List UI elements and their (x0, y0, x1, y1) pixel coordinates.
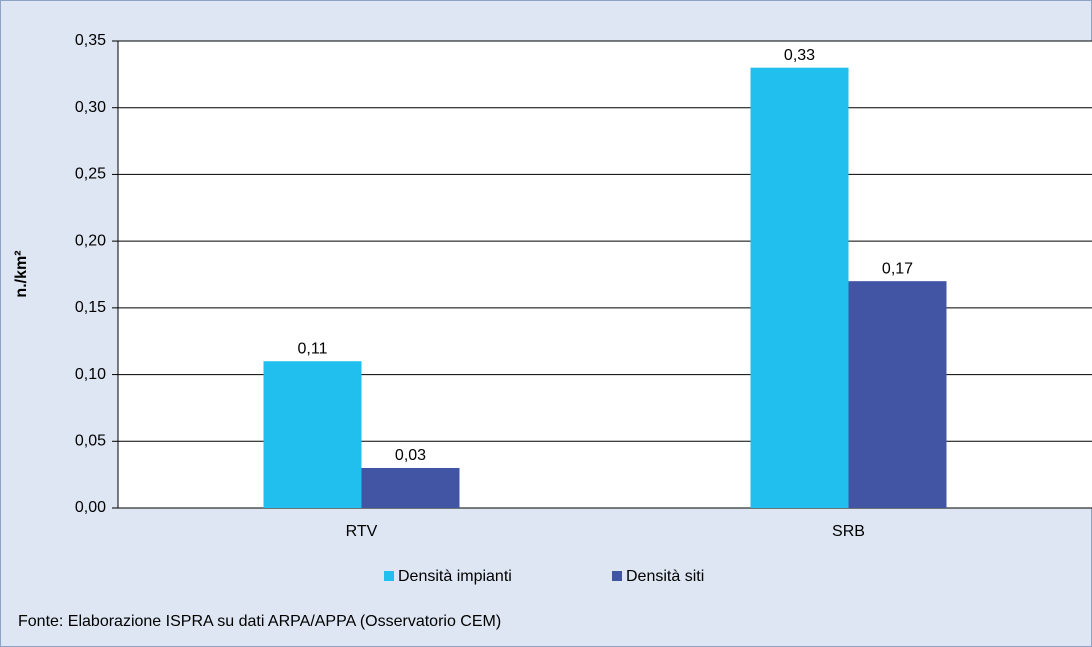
legend-label: Densità impianti (398, 568, 512, 585)
y-tick-label: 0,10 (75, 366, 106, 383)
legend-swatch (384, 571, 394, 581)
y-tick-label: 0,30 (75, 99, 106, 116)
y-tick-label: 0,15 (75, 299, 106, 316)
legend-label: Densità siti (626, 568, 704, 585)
data-label: 0,33 (784, 47, 815, 64)
bar (263, 361, 362, 508)
y-tick-label: 0,35 (75, 32, 106, 49)
bar (848, 281, 947, 508)
y-tick-label: 0,25 (75, 166, 106, 183)
data-label: 0,11 (298, 340, 328, 357)
y-tick-label: 0,20 (75, 232, 106, 249)
legend-swatch (612, 571, 622, 581)
y-axis-label: n./km² (13, 250, 30, 297)
y-tick-label: 0,00 (75, 499, 106, 516)
source-note: Fonte: Elaborazione ISPRA su dati ARPA/A… (18, 613, 501, 630)
bar (361, 467, 460, 508)
data-label: 0,03 (395, 447, 426, 464)
x-tick-label: RTV (346, 523, 378, 540)
y-tick-label: 0,05 (75, 433, 106, 450)
bar (750, 67, 849, 508)
x-tick-label: SRB (832, 523, 865, 540)
data-label: 0,17 (882, 260, 913, 277)
